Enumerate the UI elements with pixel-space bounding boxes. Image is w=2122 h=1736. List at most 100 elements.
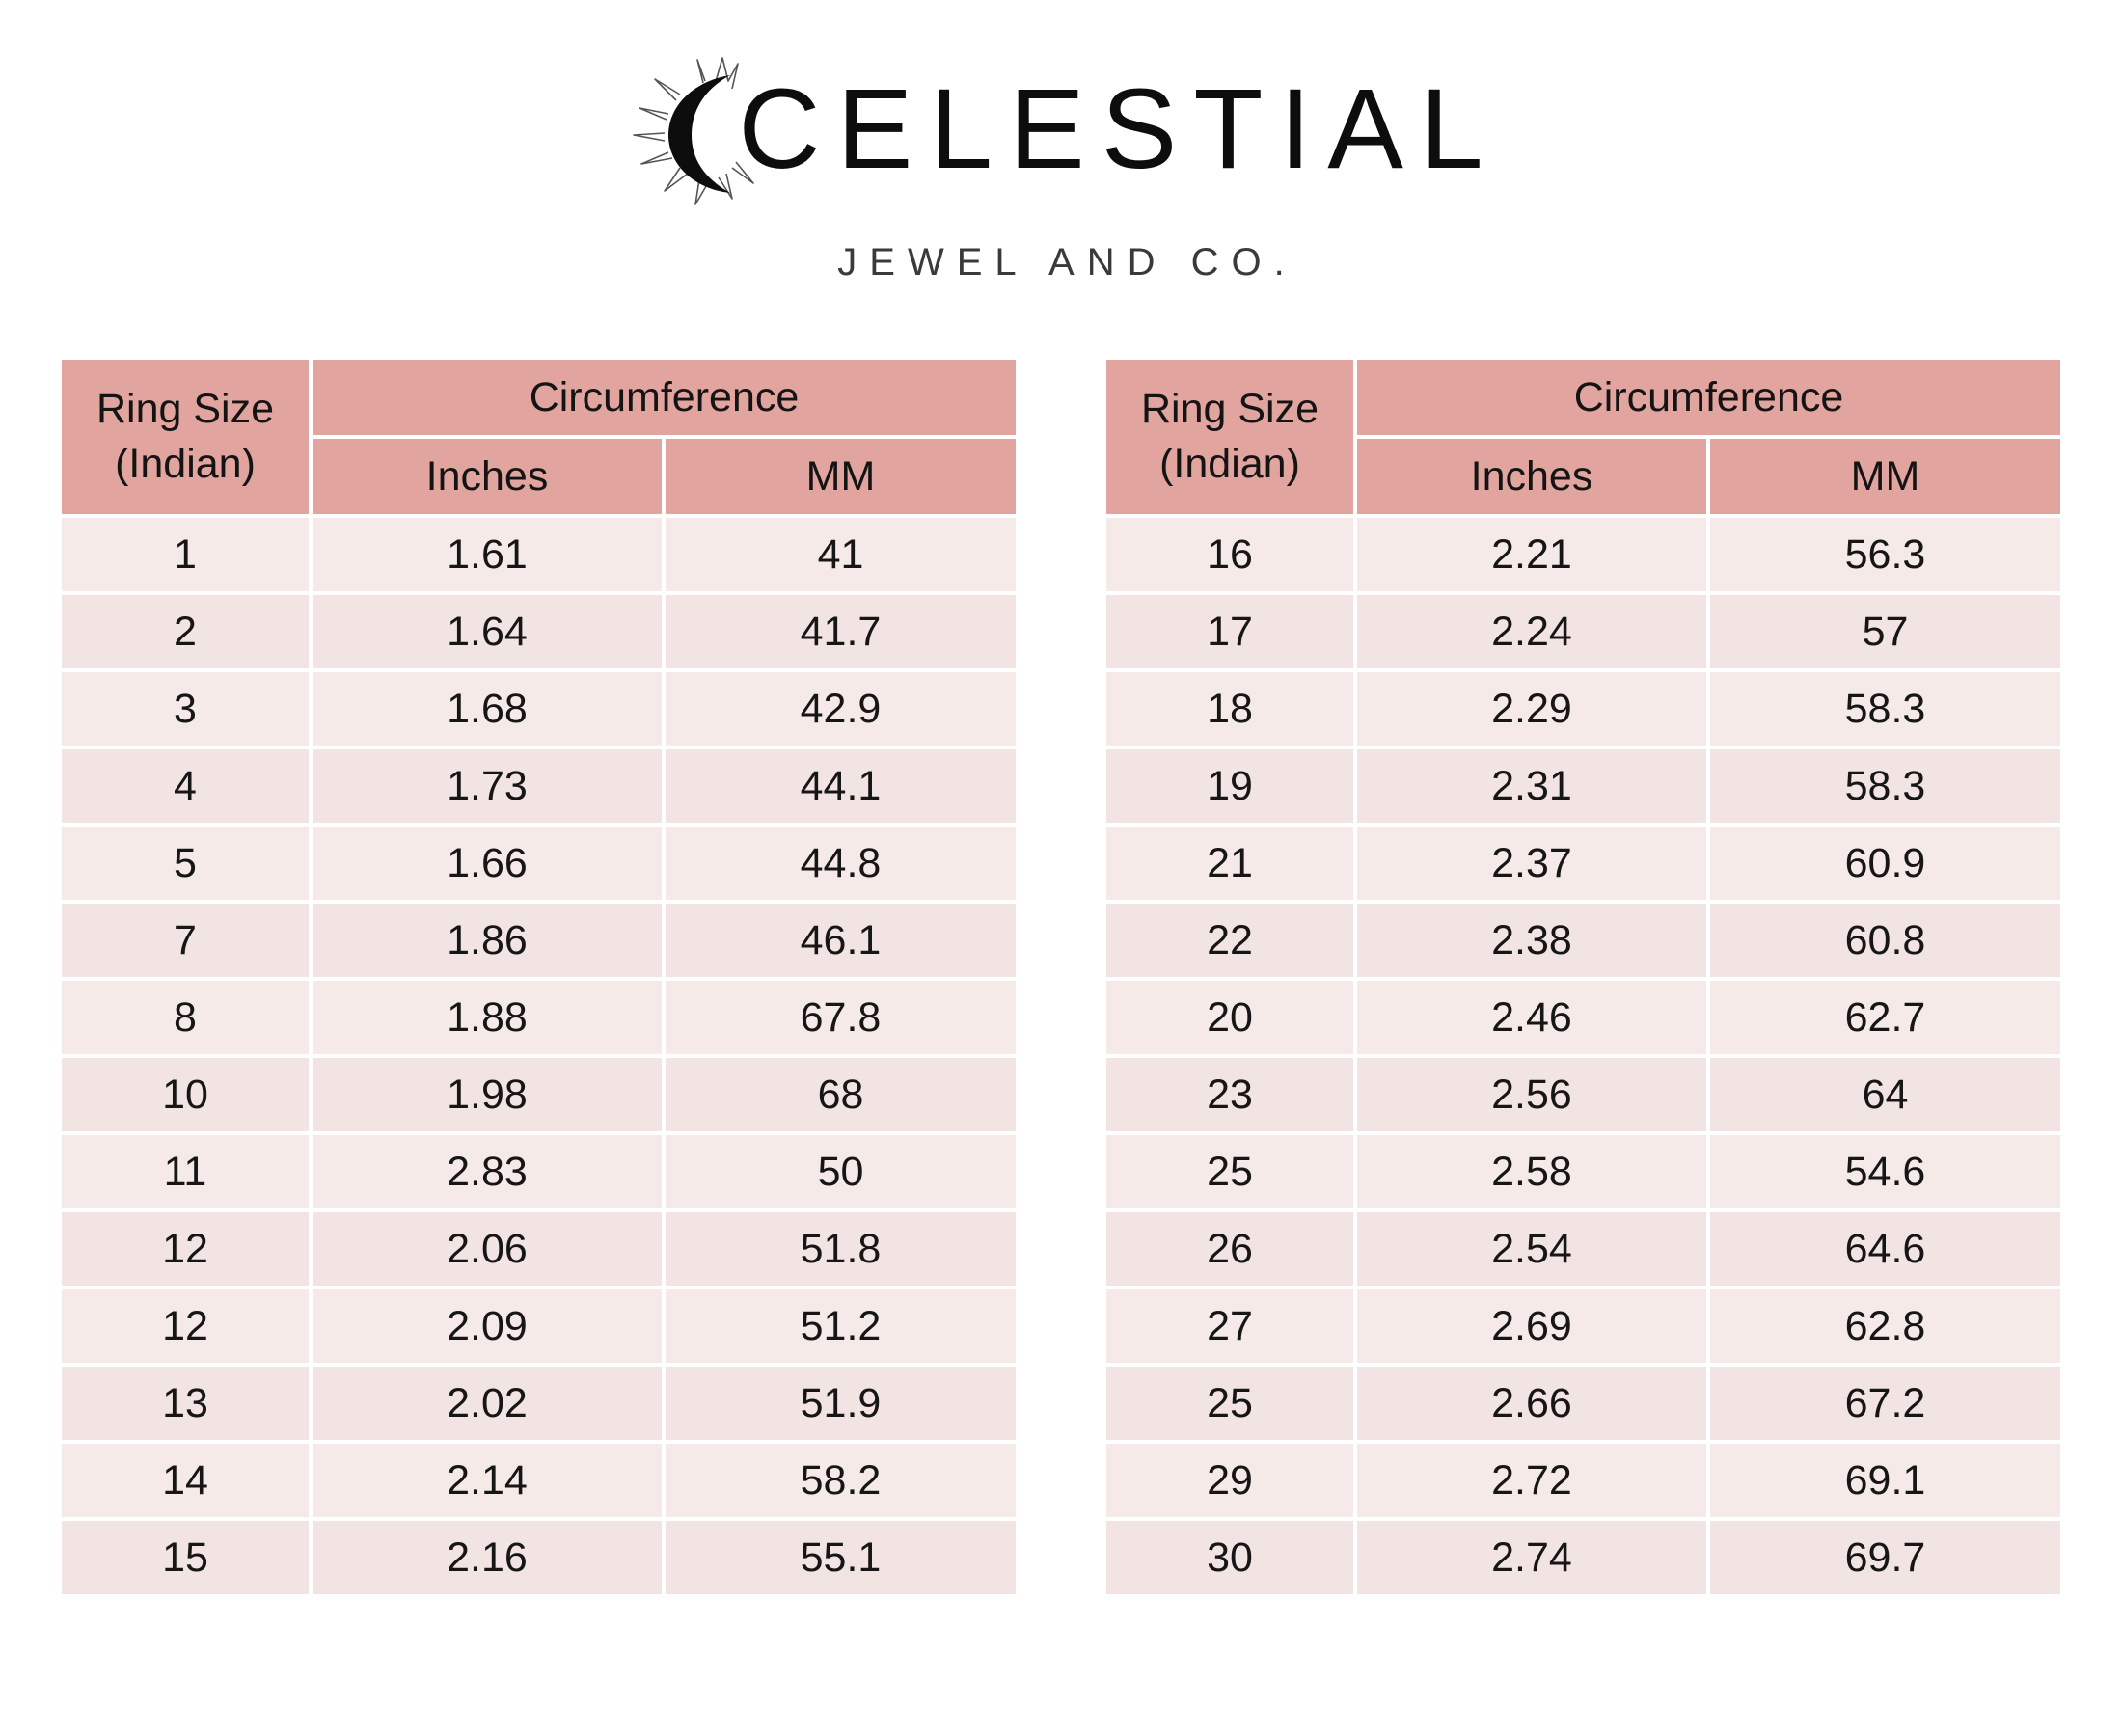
table-row: 12 2.09 51.2 bbox=[62, 1289, 1016, 1363]
cell-mm: 44.8 bbox=[666, 827, 1016, 900]
cell-mm: 58.3 bbox=[1710, 749, 2060, 823]
cell-inches: 1.73 bbox=[313, 749, 662, 823]
table-row: 16 2.21 56.3 bbox=[1106, 518, 2060, 591]
header-row-primary: Ring Size (Indian) Circumference bbox=[1106, 360, 2060, 514]
cell-mm: 62.7 bbox=[1710, 981, 2060, 1054]
header-inches: Inches bbox=[1357, 439, 1706, 514]
cell-inches: 2.54 bbox=[1357, 1212, 1706, 1286]
cell-size: 18 bbox=[1106, 672, 1353, 746]
table-body-right: 16 2.21 56.3 17 2.24 57 18 2.29 58.3 19 2.31 58.… bbox=[1106, 518, 2060, 1594]
cell-inches: 2.31 bbox=[1357, 749, 1706, 823]
cell-mm: 67.2 bbox=[1710, 1367, 2060, 1440]
ring-size-tables: Ring Size (Indian) Circumference Inches … bbox=[0, 356, 2122, 1598]
ring-size-table-left: Ring Size (Indian) Circumference Inches … bbox=[58, 356, 1020, 1598]
cell-size: 25 bbox=[1106, 1367, 1353, 1440]
table-row: 25 2.58 54.6 bbox=[1106, 1135, 2060, 1208]
brand-header: CELESTIAL JEWEL AND CO. bbox=[0, 0, 2122, 285]
table-row: 3 1.68 42.9 bbox=[62, 672, 1016, 746]
header-ring-size: Ring Size (Indian) bbox=[62, 360, 309, 514]
cell-inches: 1.88 bbox=[313, 981, 662, 1054]
table-row: 10 1.98 68 bbox=[62, 1058, 1016, 1131]
header-circumference: Circumference bbox=[313, 360, 1016, 435]
cell-inches: 1.66 bbox=[313, 827, 662, 900]
cell-size: 3 bbox=[62, 672, 309, 746]
cell-inches: 2.56 bbox=[1357, 1058, 1706, 1131]
header-inches: Inches bbox=[313, 439, 662, 514]
cell-size: 26 bbox=[1106, 1212, 1353, 1286]
table-row: 18 2.29 58.3 bbox=[1106, 672, 2060, 746]
cell-size: 21 bbox=[1106, 827, 1353, 900]
cell-size: 5 bbox=[62, 827, 309, 900]
cell-size: 25 bbox=[1106, 1135, 1353, 1208]
cell-size: 7 bbox=[62, 904, 309, 977]
table-row: 27 2.69 62.8 bbox=[1106, 1289, 2060, 1363]
table-row: 11 2.83 50 bbox=[62, 1135, 1016, 1208]
cell-inches: 2.66 bbox=[1357, 1367, 1706, 1440]
table-row: 13 2.02 51.9 bbox=[62, 1367, 1016, 1440]
cell-size: 15 bbox=[62, 1521, 309, 1594]
header-circumference: Circumference bbox=[1357, 360, 2060, 435]
cell-mm: 62.8 bbox=[1710, 1289, 2060, 1363]
cell-size: 12 bbox=[62, 1289, 309, 1363]
cell-mm: 44.1 bbox=[666, 749, 1016, 823]
cell-inches: 2.06 bbox=[313, 1212, 662, 1286]
table-row: 2 1.64 41.7 bbox=[62, 595, 1016, 668]
header-ring-size: Ring Size (Indian) bbox=[1106, 360, 1353, 514]
brand-tagline: JEWEL AND CO. bbox=[837, 241, 1297, 284]
cell-mm: 41.7 bbox=[666, 595, 1016, 668]
cell-mm: 67.8 bbox=[666, 981, 1016, 1054]
cell-mm: 51.2 bbox=[666, 1289, 1016, 1363]
table-row: 14 2.14 58.2 bbox=[62, 1444, 1016, 1517]
table-row: 22 2.38 60.8 bbox=[1106, 904, 2060, 977]
cell-inches: 2.74 bbox=[1357, 1521, 1706, 1594]
cell-mm: 60.8 bbox=[1710, 904, 2060, 977]
cell-inches: 2.09 bbox=[313, 1289, 662, 1363]
cell-inches: 1.64 bbox=[313, 595, 662, 668]
table-row: 21 2.37 60.9 bbox=[1106, 827, 2060, 900]
table-row: 29 2.72 69.1 bbox=[1106, 1444, 2060, 1517]
header-row-primary: Ring Size (Indian) Circumference bbox=[62, 360, 1016, 514]
table-row: 5 1.66 44.8 bbox=[62, 827, 1016, 900]
table-row: 26 2.54 64.6 bbox=[1106, 1212, 2060, 1286]
cell-inches: 1.68 bbox=[313, 672, 662, 746]
header-mm: MM bbox=[666, 439, 1016, 514]
cell-mm: 58.2 bbox=[666, 1444, 1016, 1517]
cell-size: 22 bbox=[1106, 904, 1353, 977]
table-row: 15 2.16 55.1 bbox=[62, 1521, 1016, 1594]
cell-mm: 58.3 bbox=[1710, 672, 2060, 746]
header-row-secondary: Inches MM bbox=[1106, 439, 2060, 514]
cell-mm: 64 bbox=[1710, 1058, 2060, 1131]
cell-size: 16 bbox=[1106, 518, 1353, 591]
cell-mm: 69.7 bbox=[1710, 1521, 2060, 1594]
cell-size: 23 bbox=[1106, 1058, 1353, 1131]
cell-mm: 46.1 bbox=[666, 904, 1016, 977]
cell-size: 20 bbox=[1106, 981, 1353, 1054]
cell-size: 29 bbox=[1106, 1444, 1353, 1517]
cell-inches: 2.72 bbox=[1357, 1444, 1706, 1517]
crescent-moon-sun-icon bbox=[622, 52, 757, 206]
table-row: 25 2.66 67.2 bbox=[1106, 1367, 2060, 1440]
table-row: 8 1.88 67.8 bbox=[62, 981, 1016, 1054]
cell-size: 8 bbox=[62, 981, 309, 1054]
cell-mm: 56.3 bbox=[1710, 518, 2060, 591]
header-row-secondary: Inches MM bbox=[62, 439, 1016, 514]
cell-inches: 2.29 bbox=[1357, 672, 1706, 746]
table-head-right: Ring Size (Indian) Circumference Inches … bbox=[1106, 360, 2060, 514]
cell-inches: 1.86 bbox=[313, 904, 662, 977]
table-row: 30 2.74 69.7 bbox=[1106, 1521, 2060, 1594]
cell-inches: 2.14 bbox=[313, 1444, 662, 1517]
cell-size: 10 bbox=[62, 1058, 309, 1131]
cell-inches: 2.46 bbox=[1357, 981, 1706, 1054]
cell-inches: 2.16 bbox=[313, 1521, 662, 1594]
cell-size: 4 bbox=[62, 749, 309, 823]
cell-mm: 68 bbox=[666, 1058, 1016, 1131]
cell-mm: 55.1 bbox=[666, 1521, 1016, 1594]
cell-inches: 2.83 bbox=[313, 1135, 662, 1208]
cell-mm: 60.9 bbox=[1710, 827, 2060, 900]
cell-inches: 2.37 bbox=[1357, 827, 1706, 900]
table-row: 19 2.31 58.3 bbox=[1106, 749, 2060, 823]
cell-mm: 64.6 bbox=[1710, 1212, 2060, 1286]
ring-size-table-right: Ring Size (Indian) Circumference Inches … bbox=[1102, 356, 2064, 1598]
cell-mm: 41 bbox=[666, 518, 1016, 591]
cell-inches: 2.21 bbox=[1357, 518, 1706, 591]
